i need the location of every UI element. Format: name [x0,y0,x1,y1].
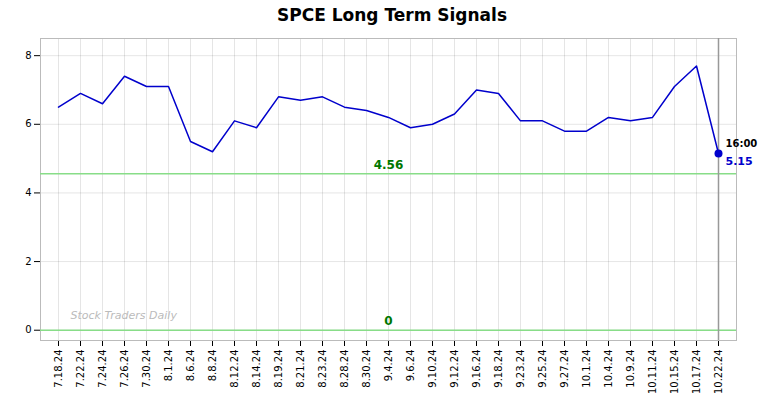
svg-text:8.1.24: 8.1.24 [163,350,174,382]
svg-text:10.15.24: 10.15.24 [669,350,680,395]
svg-text:8.23.24: 8.23.24 [317,350,328,388]
svg-text:9.6.24: 9.6.24 [405,350,416,382]
svg-text:4.56: 4.56 [374,158,404,172]
svg-text:8.19.24: 8.19.24 [273,350,284,388]
svg-text:9.23.24: 9.23.24 [515,350,526,388]
svg-text:10.11.24: 10.11.24 [647,350,658,395]
svg-text:10.1.24: 10.1.24 [581,350,592,388]
svg-text:7.18.24: 7.18.24 [53,350,64,388]
svg-text:9.10.24: 9.10.24 [427,350,438,388]
svg-text:8.21.24: 8.21.24 [295,350,306,388]
svg-text:8.28.24: 8.28.24 [339,350,350,388]
svg-text:9.18.24: 9.18.24 [493,350,504,388]
svg-text:8.6.24: 8.6.24 [185,350,196,382]
svg-text:7.22.24: 7.22.24 [75,350,86,388]
svg-text:10.17.24: 10.17.24 [691,350,702,395]
svg-text:8: 8 [25,50,31,61]
svg-text:6: 6 [25,118,31,129]
svg-text:9.27.24: 9.27.24 [559,350,570,388]
html-text:SPCE Long Term Signals: SPCE Long Term Signals [277,5,507,25]
svg-text:7.24.24: 7.24.24 [97,350,108,388]
svg-text:10.22.24: 10.22.24 [713,350,724,395]
svg-text:10.9.24: 10.9.24 [625,350,636,388]
svg-text:9.16.24: 9.16.24 [471,350,482,388]
svg-text:9.4.24: 9.4.24 [383,350,394,382]
svg-text:0: 0 [384,314,392,328]
svg-text:9.25.24: 9.25.24 [537,350,548,388]
svg-text:8.14.24: 8.14.24 [251,350,262,388]
svg-text:8.30.24: 8.30.24 [361,350,372,388]
svg-text:10.4.24: 10.4.24 [603,350,614,388]
svg-text:9.12.24: 9.12.24 [449,350,460,388]
svg-text:8.12.24: 8.12.24 [229,350,240,388]
svg-text:7.30.24: 7.30.24 [141,350,152,388]
svg-text:0: 0 [25,324,31,335]
svg-text:7.26.24: 7.26.24 [119,350,130,388]
svg-text:Stock Traders Daily: Stock Traders Daily [71,309,178,322]
svg-text:2: 2 [25,256,31,267]
svg-text:4: 4 [25,187,31,198]
svg-text:16:00: 16:00 [726,138,758,149]
svg-text:5.15: 5.15 [726,155,753,168]
svg-text:8.8.24: 8.8.24 [207,350,218,382]
